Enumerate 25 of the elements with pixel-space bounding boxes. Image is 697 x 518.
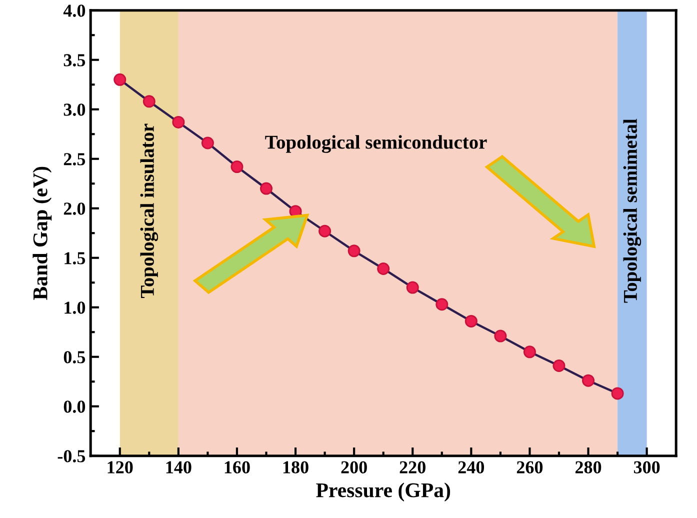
y-axis-title: Band Gap (eV) — [32, 166, 52, 300]
y-tick-label: 2.0 — [64, 202, 86, 215]
band-label: Topological semimetal — [623, 118, 642, 303]
y-tick-label: 1.5 — [64, 252, 86, 264]
band-label: Topological insulator — [140, 124, 158, 298]
x-tick-label: 140 — [166, 461, 192, 474]
x-tick-label: 260 — [516, 461, 543, 474]
y-tick-label: 1.0 — [64, 302, 86, 314]
x-tick-label: 280 — [575, 461, 602, 474]
x-tick-label: 200 — [341, 461, 367, 474]
x-tick-label: 160 — [224, 461, 250, 474]
x-tick-label: 180 — [283, 461, 308, 474]
x-tick-label: 240 — [458, 461, 484, 474]
x-axis-title: Pressure (GPa) — [316, 482, 450, 502]
x-tick-label: 120 — [108, 461, 133, 474]
y-tick-label: 0.5 — [64, 351, 86, 364]
y-tick-label: 3.0 — [64, 104, 86, 116]
x-tick-label: 300 — [634, 461, 660, 474]
x-tick-label: 220 — [400, 461, 426, 474]
y-tick-label: -0.5 — [58, 450, 86, 462]
y-tick-label: 3.5 — [64, 54, 86, 66]
y-tick-label: 2.5 — [64, 153, 86, 166]
y-tick-label: 0.0 — [64, 400, 86, 413]
band-label: Topological semiconductor — [265, 135, 487, 153]
y-tick-label: 4.0 — [63, 4, 86, 17]
